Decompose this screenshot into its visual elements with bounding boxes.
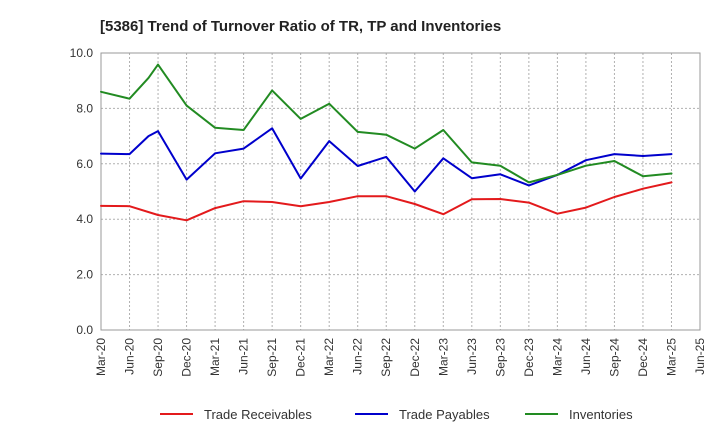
x-tick-label: Dec-24 (636, 338, 650, 377)
grid-layer (101, 53, 700, 330)
plot-frame (100, 52, 701, 331)
series-line-trade-payables (100, 127, 673, 193)
x-tick-label: Mar-22 (322, 338, 336, 376)
x-tick-label: Mar-23 (436, 338, 450, 376)
legend-label: Trade Payables (399, 407, 490, 422)
y-tick-label: 0.0 (76, 323, 93, 337)
chart-title: [5386] Trend of Turnover Ratio of TR, TP… (100, 18, 501, 35)
x-tick-label: Jun-20 (123, 338, 137, 375)
x-tick-label: Jun-22 (351, 338, 365, 375)
x-tick-label: Sep-20 (151, 338, 165, 377)
x-tick-label: Jun-24 (579, 338, 593, 375)
legend: Trade Receivables Trade Payables Inventori… (160, 407, 633, 422)
x-tick-label: Sep-21 (265, 338, 279, 377)
x-tick-label: Dec-20 (180, 338, 194, 377)
x-tick-label: Mar-21 (208, 338, 222, 376)
x-tick-label: Dec-21 (294, 338, 308, 377)
x-tick-label: Mar-24 (550, 338, 564, 376)
series-line-trade-receivables (100, 181, 673, 222)
legend-label: Trade Receivables (204, 407, 312, 422)
series-line-inventories (100, 63, 673, 184)
axis-layer: 0.0 2.0 4.0 6.0 8.0 10.0 Mar-20 Jun-20 Sep-20 Dec… (70, 46, 707, 377)
x-tick-label: Dec-23 (522, 338, 536, 377)
x-tick-label: Sep-23 (493, 338, 507, 377)
y-tick-label: 2.0 (76, 268, 93, 282)
x-tick-label: Sep-24 (607, 338, 621, 377)
y-tick-label: 4.0 (76, 212, 93, 226)
y-tick-label: 8.0 (76, 101, 93, 115)
x-tick-label: Jun-23 (465, 338, 479, 375)
y-tick-label: 10.0 (70, 46, 94, 60)
x-tick-label: Jun-21 (237, 338, 251, 375)
x-tick-label: Mar-20 (94, 338, 108, 376)
x-tick-label: Jun-25 (693, 338, 707, 375)
y-tick-label: 6.0 (76, 157, 93, 171)
x-tick-label: Mar-25 (664, 338, 678, 376)
x-tick-label: Sep-22 (379, 338, 393, 377)
legend-label: Inventories (569, 407, 633, 422)
series-layer (100, 63, 673, 222)
x-tick-label: Dec-22 (408, 338, 422, 377)
